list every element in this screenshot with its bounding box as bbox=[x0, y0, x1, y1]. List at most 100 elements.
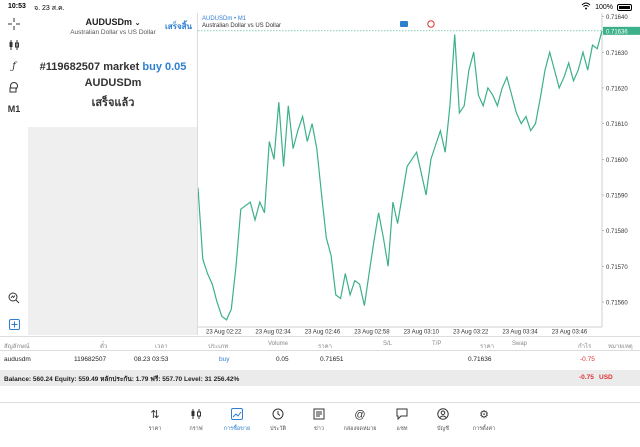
col-tp: T/P bbox=[432, 341, 442, 347]
zoom-icon[interactable] bbox=[4, 290, 24, 306]
tab-label: ประวัติ bbox=[269, 426, 287, 432]
new-order-icon[interactable] bbox=[4, 316, 24, 332]
tab-label: แชท bbox=[396, 426, 408, 432]
col-type: ประเภท bbox=[208, 344, 229, 350]
chart-title: AUDUSDm • M1 bbox=[202, 16, 247, 22]
order-symbol-description: Australian Dollar vs US Dollar bbox=[70, 29, 156, 36]
account-icon bbox=[425, 408, 461, 422]
row-time: 08.23 03:53 bbox=[134, 356, 169, 363]
x-tick-label: 23 Aug 03:34 bbox=[502, 330, 538, 336]
x-tick-label: 23 Aug 02:22 bbox=[206, 330, 242, 336]
tab-label: ราคา bbox=[148, 426, 162, 432]
quotes-icon: ⇅ bbox=[150, 409, 160, 421]
y-tick-label: 0.71570 bbox=[606, 265, 628, 271]
battery-percent: 100% bbox=[595, 3, 613, 11]
order-status: เสร็จแล้ว bbox=[91, 97, 135, 109]
tab-label: กล่องจดหมาย bbox=[343, 426, 377, 432]
tab-news[interactable]: ข่าว bbox=[301, 408, 337, 433]
order-side: buy 0.05 bbox=[142, 61, 187, 73]
chevron-down-icon: ⌄ bbox=[134, 20, 141, 27]
chart-subtitle: Australian Dollar vs US Dollar bbox=[202, 23, 282, 29]
row-symbol: audusdm bbox=[4, 356, 31, 363]
x-tick-label: 23 Aug 03:46 bbox=[552, 330, 588, 336]
current-price-label: 0.71636 bbox=[606, 29, 628, 35]
y-tick-label: 0.71580 bbox=[606, 229, 628, 235]
row-type: buy bbox=[219, 356, 230, 363]
bottom-tab-bar: ⇅ ราคา กราฟ การซื้อขาย ประวัติ ข่าว bbox=[0, 402, 640, 447]
row-ticket: 119682507 bbox=[74, 356, 107, 363]
tab-label: การซื้อขาย bbox=[223, 426, 251, 432]
battery-icon bbox=[617, 3, 632, 11]
chart-svg: 0.71640 0.71630 0.71620 0.71610 0.71600 0.715… bbox=[197, 13, 640, 336]
row-price: 0.71651 bbox=[320, 356, 344, 363]
tab-mailbox[interactable]: @ กล่องจดหมาย bbox=[342, 408, 378, 433]
x-tick-label: 23 Aug 03:22 bbox=[453, 330, 489, 336]
balance-bar: Balance: 560.24 Equity: 559.49 หลักประกั… bbox=[0, 370, 640, 386]
trades-table-header: สัญลักษณ์ ตั๋ว เวลา ประเภท Volume ราคา S… bbox=[0, 336, 640, 351]
y-tick-label: 0.71560 bbox=[606, 301, 628, 307]
trade-icon bbox=[219, 408, 255, 422]
x-tick-label: 23 Aug 03:10 bbox=[404, 330, 440, 336]
order-ticket-line: #119682507 market buy 0.05 bbox=[28, 61, 198, 73]
history-icon bbox=[260, 408, 296, 422]
balance-text: Balance: 560.24 Equity: 559.49 หลักประกั… bbox=[4, 376, 240, 383]
y-tick-label: 0.71620 bbox=[606, 86, 628, 92]
indicators-icon[interactable] bbox=[4, 37, 24, 53]
objects-icon[interactable] bbox=[4, 79, 24, 95]
settings-icon: ⚙ bbox=[479, 409, 489, 421]
col-price: ราคา bbox=[318, 344, 332, 350]
status-date: จ. 23 ส.ค. bbox=[34, 5, 65, 12]
x-tick-label: 23 Aug 02:46 bbox=[305, 330, 341, 336]
col-sl: S/L bbox=[383, 341, 393, 347]
col-profit: กำไร bbox=[578, 344, 592, 350]
order-panel-empty-area bbox=[28, 127, 198, 335]
balance-currency: USD bbox=[599, 374, 613, 381]
tab-history[interactable]: ประวัติ bbox=[260, 408, 296, 433]
col-swap: Swap bbox=[512, 341, 528, 347]
tab-label: บัญชี bbox=[437, 426, 449, 432]
chat-icon bbox=[384, 408, 420, 422]
chart-flag-icon bbox=[400, 21, 408, 27]
order-symbol-line: AUDUSDm bbox=[84, 77, 142, 89]
y-tick-label: 0.71590 bbox=[606, 193, 628, 199]
tab-chat[interactable]: แชท bbox=[384, 408, 420, 433]
col-symbol: สัญลักษณ์ bbox=[4, 344, 30, 350]
tab-chart[interactable]: กราฟ bbox=[178, 408, 214, 433]
row-volume: 0.05 bbox=[276, 356, 289, 363]
col-time: เวลา bbox=[155, 344, 168, 350]
tab-quotes[interactable]: ⇅ ราคา bbox=[137, 408, 173, 433]
chart-event-icon bbox=[427, 20, 435, 28]
order-panel: AUDUSDm ⌄ Australian Dollar vs US Dollar… bbox=[28, 13, 198, 127]
order-symbol-select[interactable]: AUDUSDm ⌄ bbox=[28, 17, 198, 27]
function-icon[interactable]: ƒ bbox=[12, 60, 16, 72]
tab-label: กราฟ bbox=[189, 426, 203, 432]
x-tick-label: 23 Aug 02:34 bbox=[255, 330, 291, 336]
row-current-price: 0.71636 bbox=[468, 356, 492, 363]
col-volume: Volume bbox=[268, 341, 289, 347]
current-price-tag bbox=[603, 26, 640, 35]
y-tick-label: 0.71630 bbox=[606, 51, 628, 57]
news-icon bbox=[301, 408, 337, 422]
row-profit: -0.75 bbox=[580, 356, 595, 363]
tab-label: การตั้งค่า bbox=[472, 426, 496, 432]
chart-candles-icon bbox=[178, 408, 214, 422]
x-tick-label: 23 Aug 02:58 bbox=[354, 330, 390, 336]
tab-trade[interactable]: การซื้อขาย bbox=[219, 408, 255, 433]
tab-label: ข่าว bbox=[314, 426, 324, 432]
status-right: 100% bbox=[581, 2, 632, 12]
y-tick-label: 0.71640 bbox=[606, 15, 628, 21]
crosshair-icon[interactable] bbox=[4, 16, 24, 32]
price-series-line bbox=[197, 30, 603, 321]
timeframe-button[interactable]: M1 bbox=[7, 104, 21, 114]
y-tick-label: 0.71600 bbox=[606, 158, 628, 164]
balance-profit: -0.75 bbox=[579, 374, 594, 381]
table-row[interactable]: audusdm 119682507 08.23 03:53 buy 0.05 0… bbox=[0, 352, 640, 370]
tab-settings[interactable]: ⚙ การตั้งค่า bbox=[466, 408, 502, 433]
tab-account[interactable]: บัญชี bbox=[425, 408, 461, 433]
done-button[interactable]: เสร็จสิ้น bbox=[165, 22, 192, 31]
order-ticket: #119682507 market bbox=[39, 61, 140, 73]
price-chart[interactable]: 0.71640 0.71630 0.71620 0.71610 0.71600 0.715… bbox=[197, 13, 640, 336]
status-time: 10:53 bbox=[8, 3, 26, 10]
y-tick-label: 0.71610 bbox=[606, 122, 628, 128]
